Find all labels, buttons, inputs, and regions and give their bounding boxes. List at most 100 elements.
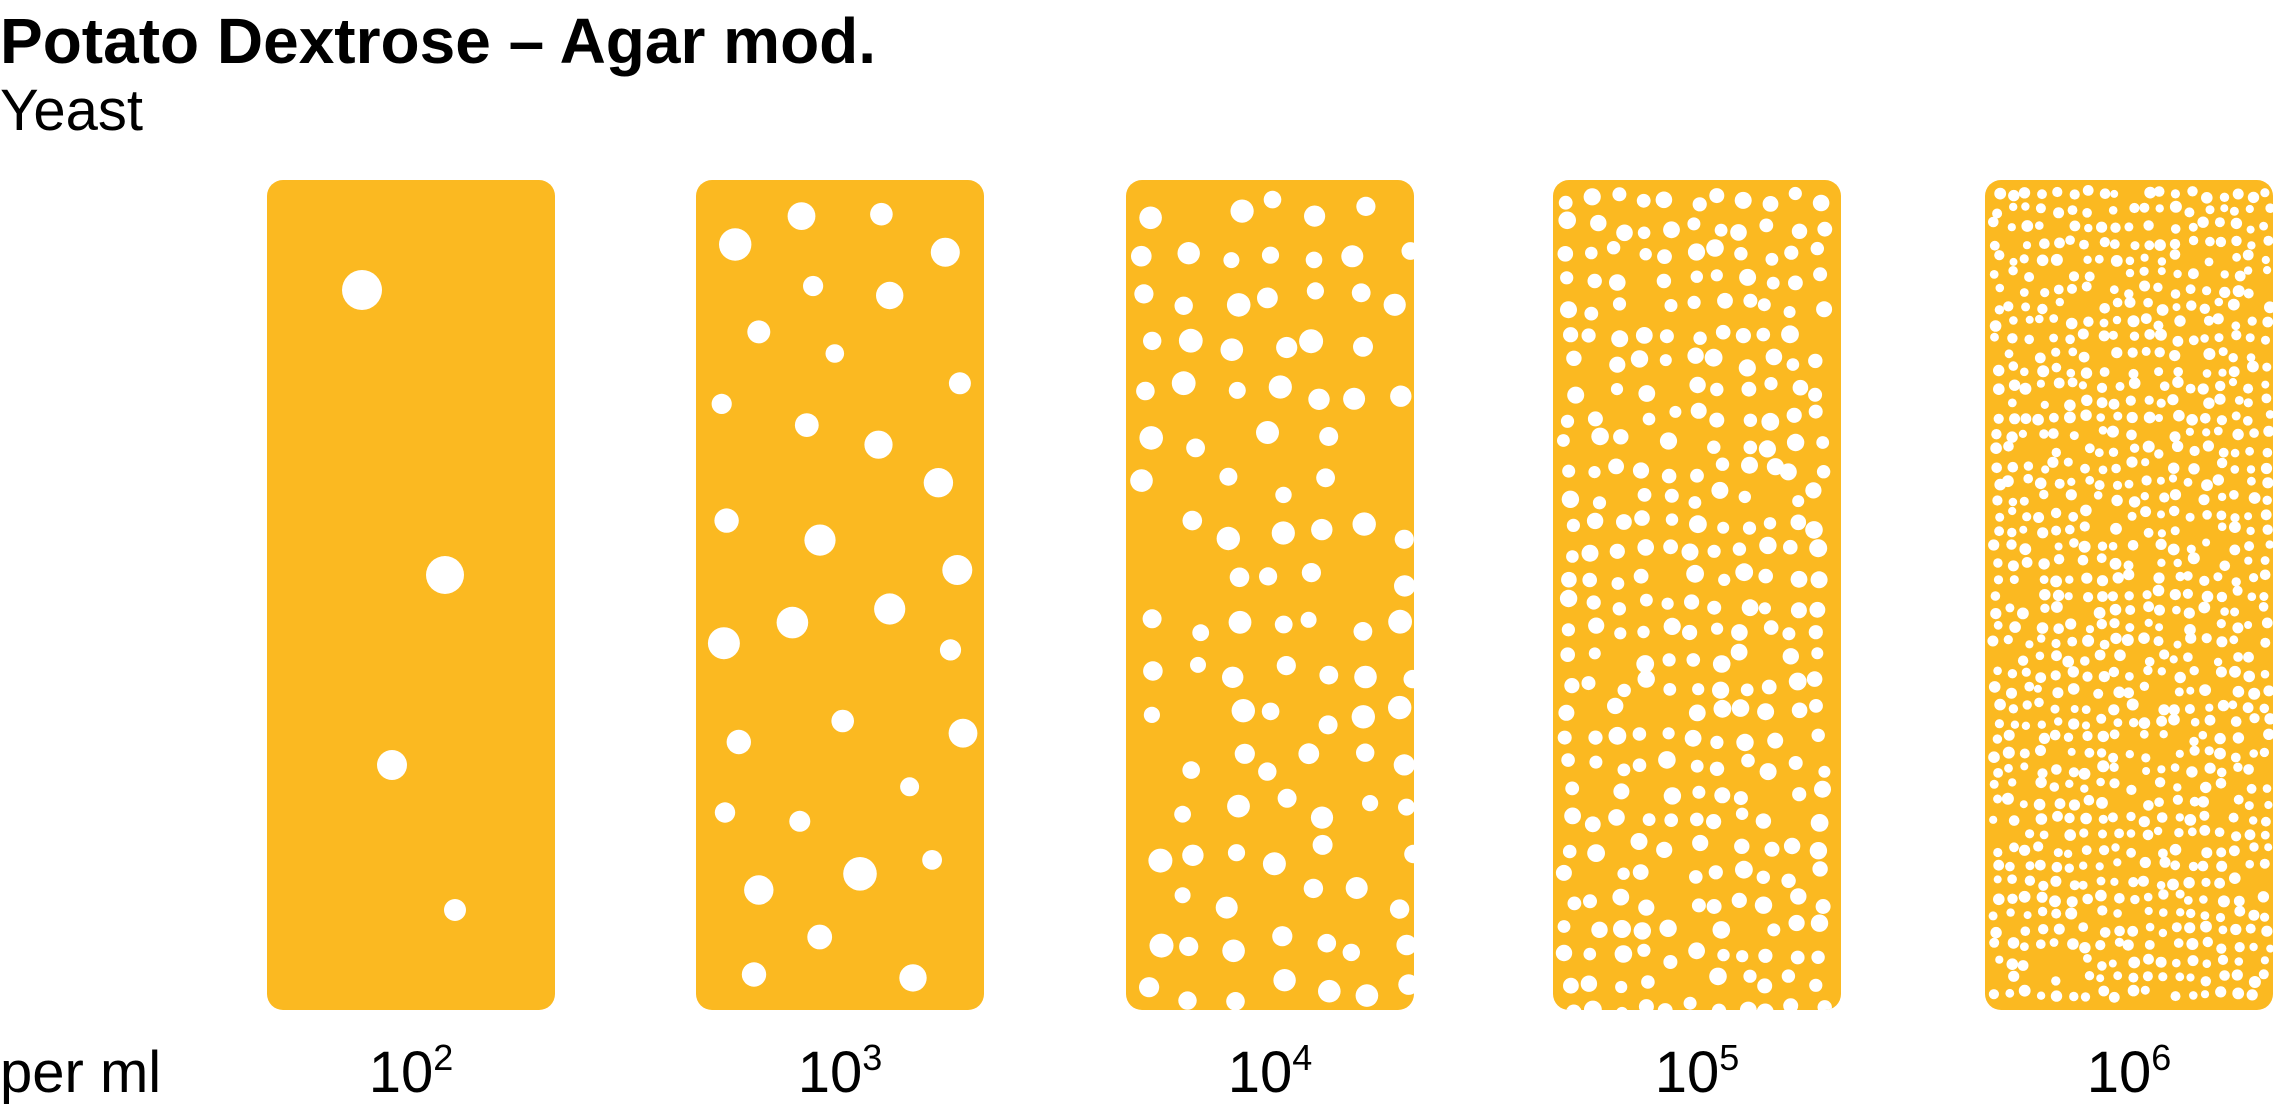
colony (2035, 776, 2047, 789)
colony (2050, 670, 2061, 681)
colony (2010, 720, 2020, 729)
colony (2054, 478, 2065, 489)
colony (2037, 303, 2048, 315)
colony (1351, 705, 1375, 729)
colony (2174, 671, 2186, 684)
colony (2232, 732, 2245, 744)
colony (2083, 592, 2094, 603)
colony (2257, 891, 2270, 903)
colony (2078, 880, 2088, 890)
colony (1642, 813, 1656, 826)
colony (2142, 829, 2154, 841)
colony (1617, 867, 1630, 880)
colony (2232, 685, 2245, 698)
colony (2114, 937, 2124, 947)
colony (2159, 381, 2170, 391)
colony (1318, 715, 1338, 735)
colony (2153, 826, 2163, 836)
colony (1764, 841, 1780, 857)
colony (2097, 730, 2109, 743)
colony (2233, 794, 2244, 805)
colony (2141, 458, 2150, 467)
colony (2216, 415, 2227, 426)
colony (1263, 190, 1282, 209)
colony (2243, 266, 2253, 275)
colony (1736, 950, 1749, 963)
colony-group (707, 202, 978, 992)
colony (2214, 827, 2225, 837)
colony (1637, 670, 1655, 688)
colony (2230, 513, 2240, 523)
colony (2078, 351, 2090, 363)
colony (1714, 787, 1731, 804)
colony (1149, 933, 1174, 958)
colony (2020, 367, 2029, 377)
colony (2127, 511, 2137, 521)
colony (1609, 543, 1625, 559)
colony (711, 393, 732, 414)
colony (1142, 609, 1162, 629)
colony (1808, 353, 1823, 369)
colony (1708, 865, 1723, 880)
colony (2230, 217, 2243, 230)
colony (1766, 276, 1780, 290)
colony (2035, 203, 2046, 214)
colony (1690, 812, 1704, 827)
colony (900, 777, 920, 797)
colony (2080, 504, 2092, 517)
colony (1788, 275, 1803, 291)
colony (2041, 465, 2050, 474)
colony (2157, 558, 2166, 567)
colony (1555, 864, 1572, 881)
colony (2139, 280, 2151, 292)
count-label-10e2: 102 (368, 1037, 454, 1106)
colony (1658, 751, 1676, 769)
colony (1182, 510, 1203, 531)
colony (2035, 813, 2048, 825)
colony (1222, 939, 1245, 963)
colony (2098, 465, 2108, 475)
colony (1222, 666, 1244, 688)
colony (1401, 242, 1414, 260)
colony (1583, 188, 1601, 206)
colony (1741, 753, 1755, 768)
colony (1565, 781, 1580, 796)
colony (2186, 414, 2198, 426)
colony (1792, 379, 1809, 396)
colony (1765, 348, 1783, 366)
colony (2202, 440, 2214, 452)
colony (2260, 509, 2272, 521)
colony (2156, 304, 2169, 316)
colony (2080, 992, 2091, 1002)
colony (2154, 347, 2165, 358)
colony (2037, 906, 2048, 917)
colony (2108, 541, 2118, 551)
colony (2186, 908, 2196, 919)
colony (1262, 852, 1286, 876)
colony (1734, 838, 1750, 854)
colony (1989, 270, 1999, 279)
colony (2173, 640, 2182, 649)
colony (2065, 235, 2075, 245)
colony (2094, 649, 2106, 661)
colony (2246, 989, 2258, 1001)
colony (1659, 329, 1674, 344)
colony (1731, 892, 1747, 909)
colony (2008, 497, 2018, 507)
colony (1634, 510, 1650, 526)
colony (2263, 685, 2273, 697)
colony (1587, 844, 1605, 862)
colony (1741, 599, 1759, 617)
colony (444, 899, 466, 921)
colony (2216, 860, 2228, 872)
colony (2249, 749, 2258, 758)
colony (2003, 441, 2014, 452)
colony (2213, 426, 2223, 436)
colony (2246, 465, 2256, 474)
colony (2036, 991, 2046, 1000)
colony (1992, 734, 2003, 744)
colony (2051, 650, 2062, 662)
colony (2108, 398, 2120, 410)
colony (2231, 411, 2241, 421)
colony (2262, 495, 2272, 505)
